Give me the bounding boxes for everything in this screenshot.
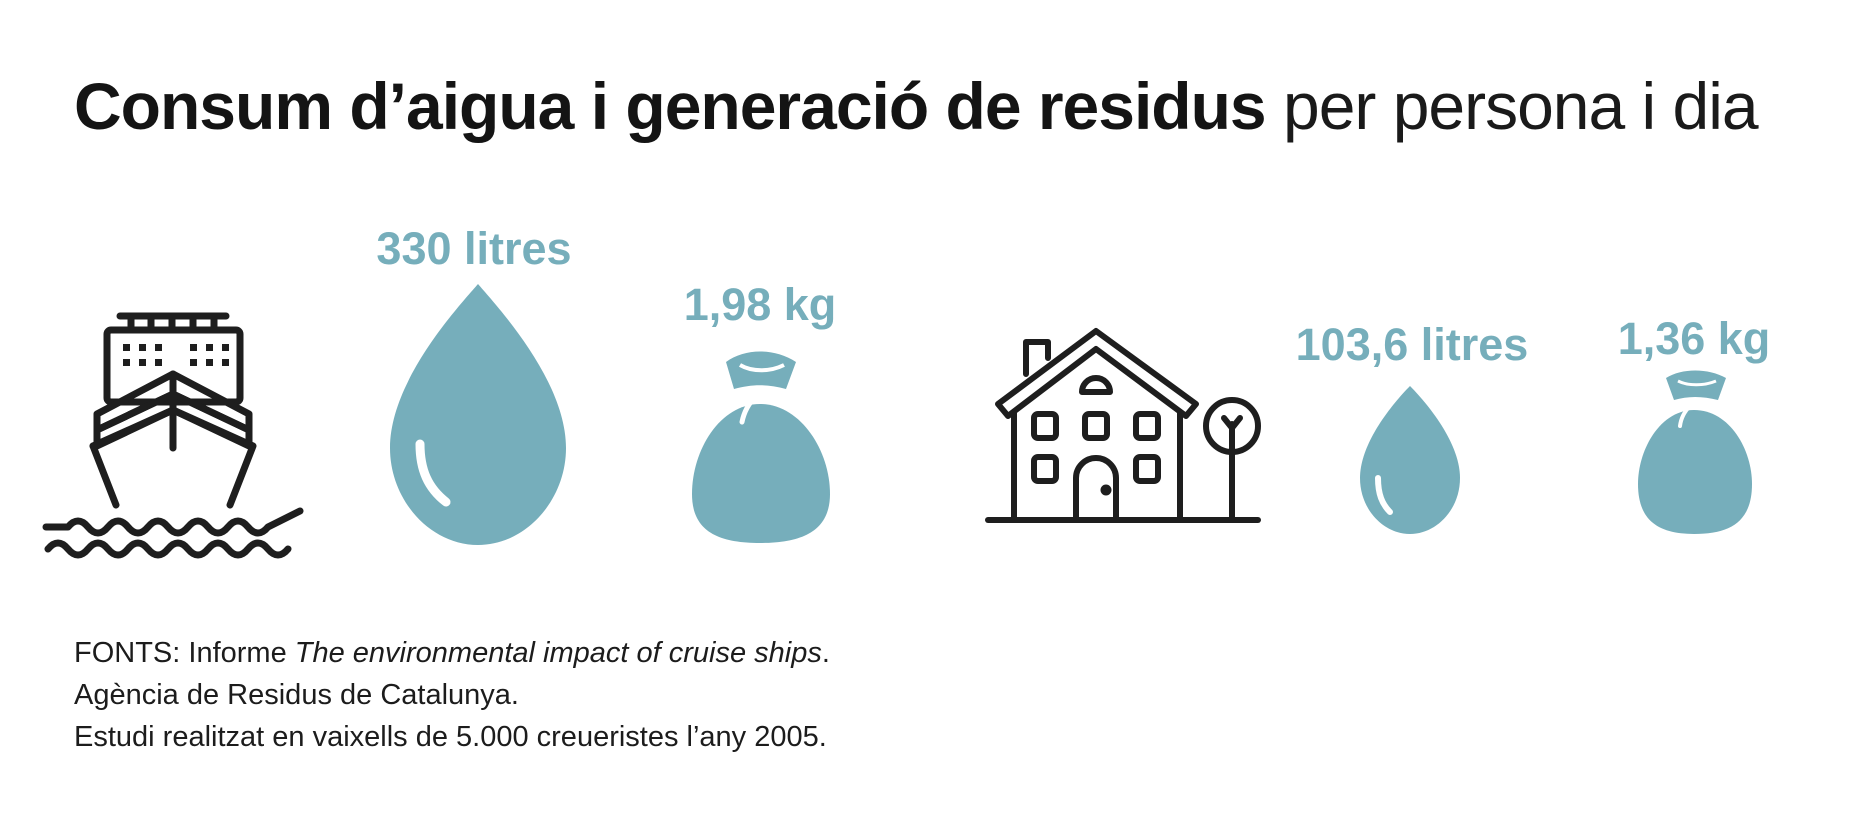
- house-water-drop-icon: [1360, 386, 1460, 534]
- house-waste-bag-icon: [1638, 370, 1752, 534]
- house-waste-value: 1,36 kg: [1618, 313, 1771, 364]
- source-line-3: Estudi realitzat en vaixells de 5.000 cr…: [74, 721, 827, 753]
- source-line-1-suffix: .: [821, 637, 830, 669]
- page-title: Consum d’aigua i generació de residus pe…: [74, 66, 1759, 146]
- sources-note: FONTS: Informe The environmental impact …: [74, 632, 830, 758]
- title-light: per persona i dia: [1282, 69, 1759, 143]
- ship-water-value: 330 litres: [376, 223, 571, 274]
- cruise-ship-icon: [42, 312, 304, 559]
- ship-waste-value: 1,98 kg: [684, 279, 837, 330]
- house-water-value: 103,6 litres: [1296, 319, 1529, 370]
- source-line-2: Agència de Residus de Catalunya.: [74, 679, 519, 711]
- house-icon: [985, 328, 1261, 523]
- ship-water-drop-icon: [390, 284, 566, 545]
- title-bold: Consum d’aigua i generació de residus: [74, 69, 1267, 143]
- source-report-title: The environmental impact of cruise ships: [294, 637, 822, 669]
- ship-waste-bag-icon: [692, 351, 830, 543]
- source-line-1: FONTS: Informe The environmental impact …: [74, 632, 830, 674]
- source-line-1-prefix: FONTS: Informe: [74, 637, 295, 669]
